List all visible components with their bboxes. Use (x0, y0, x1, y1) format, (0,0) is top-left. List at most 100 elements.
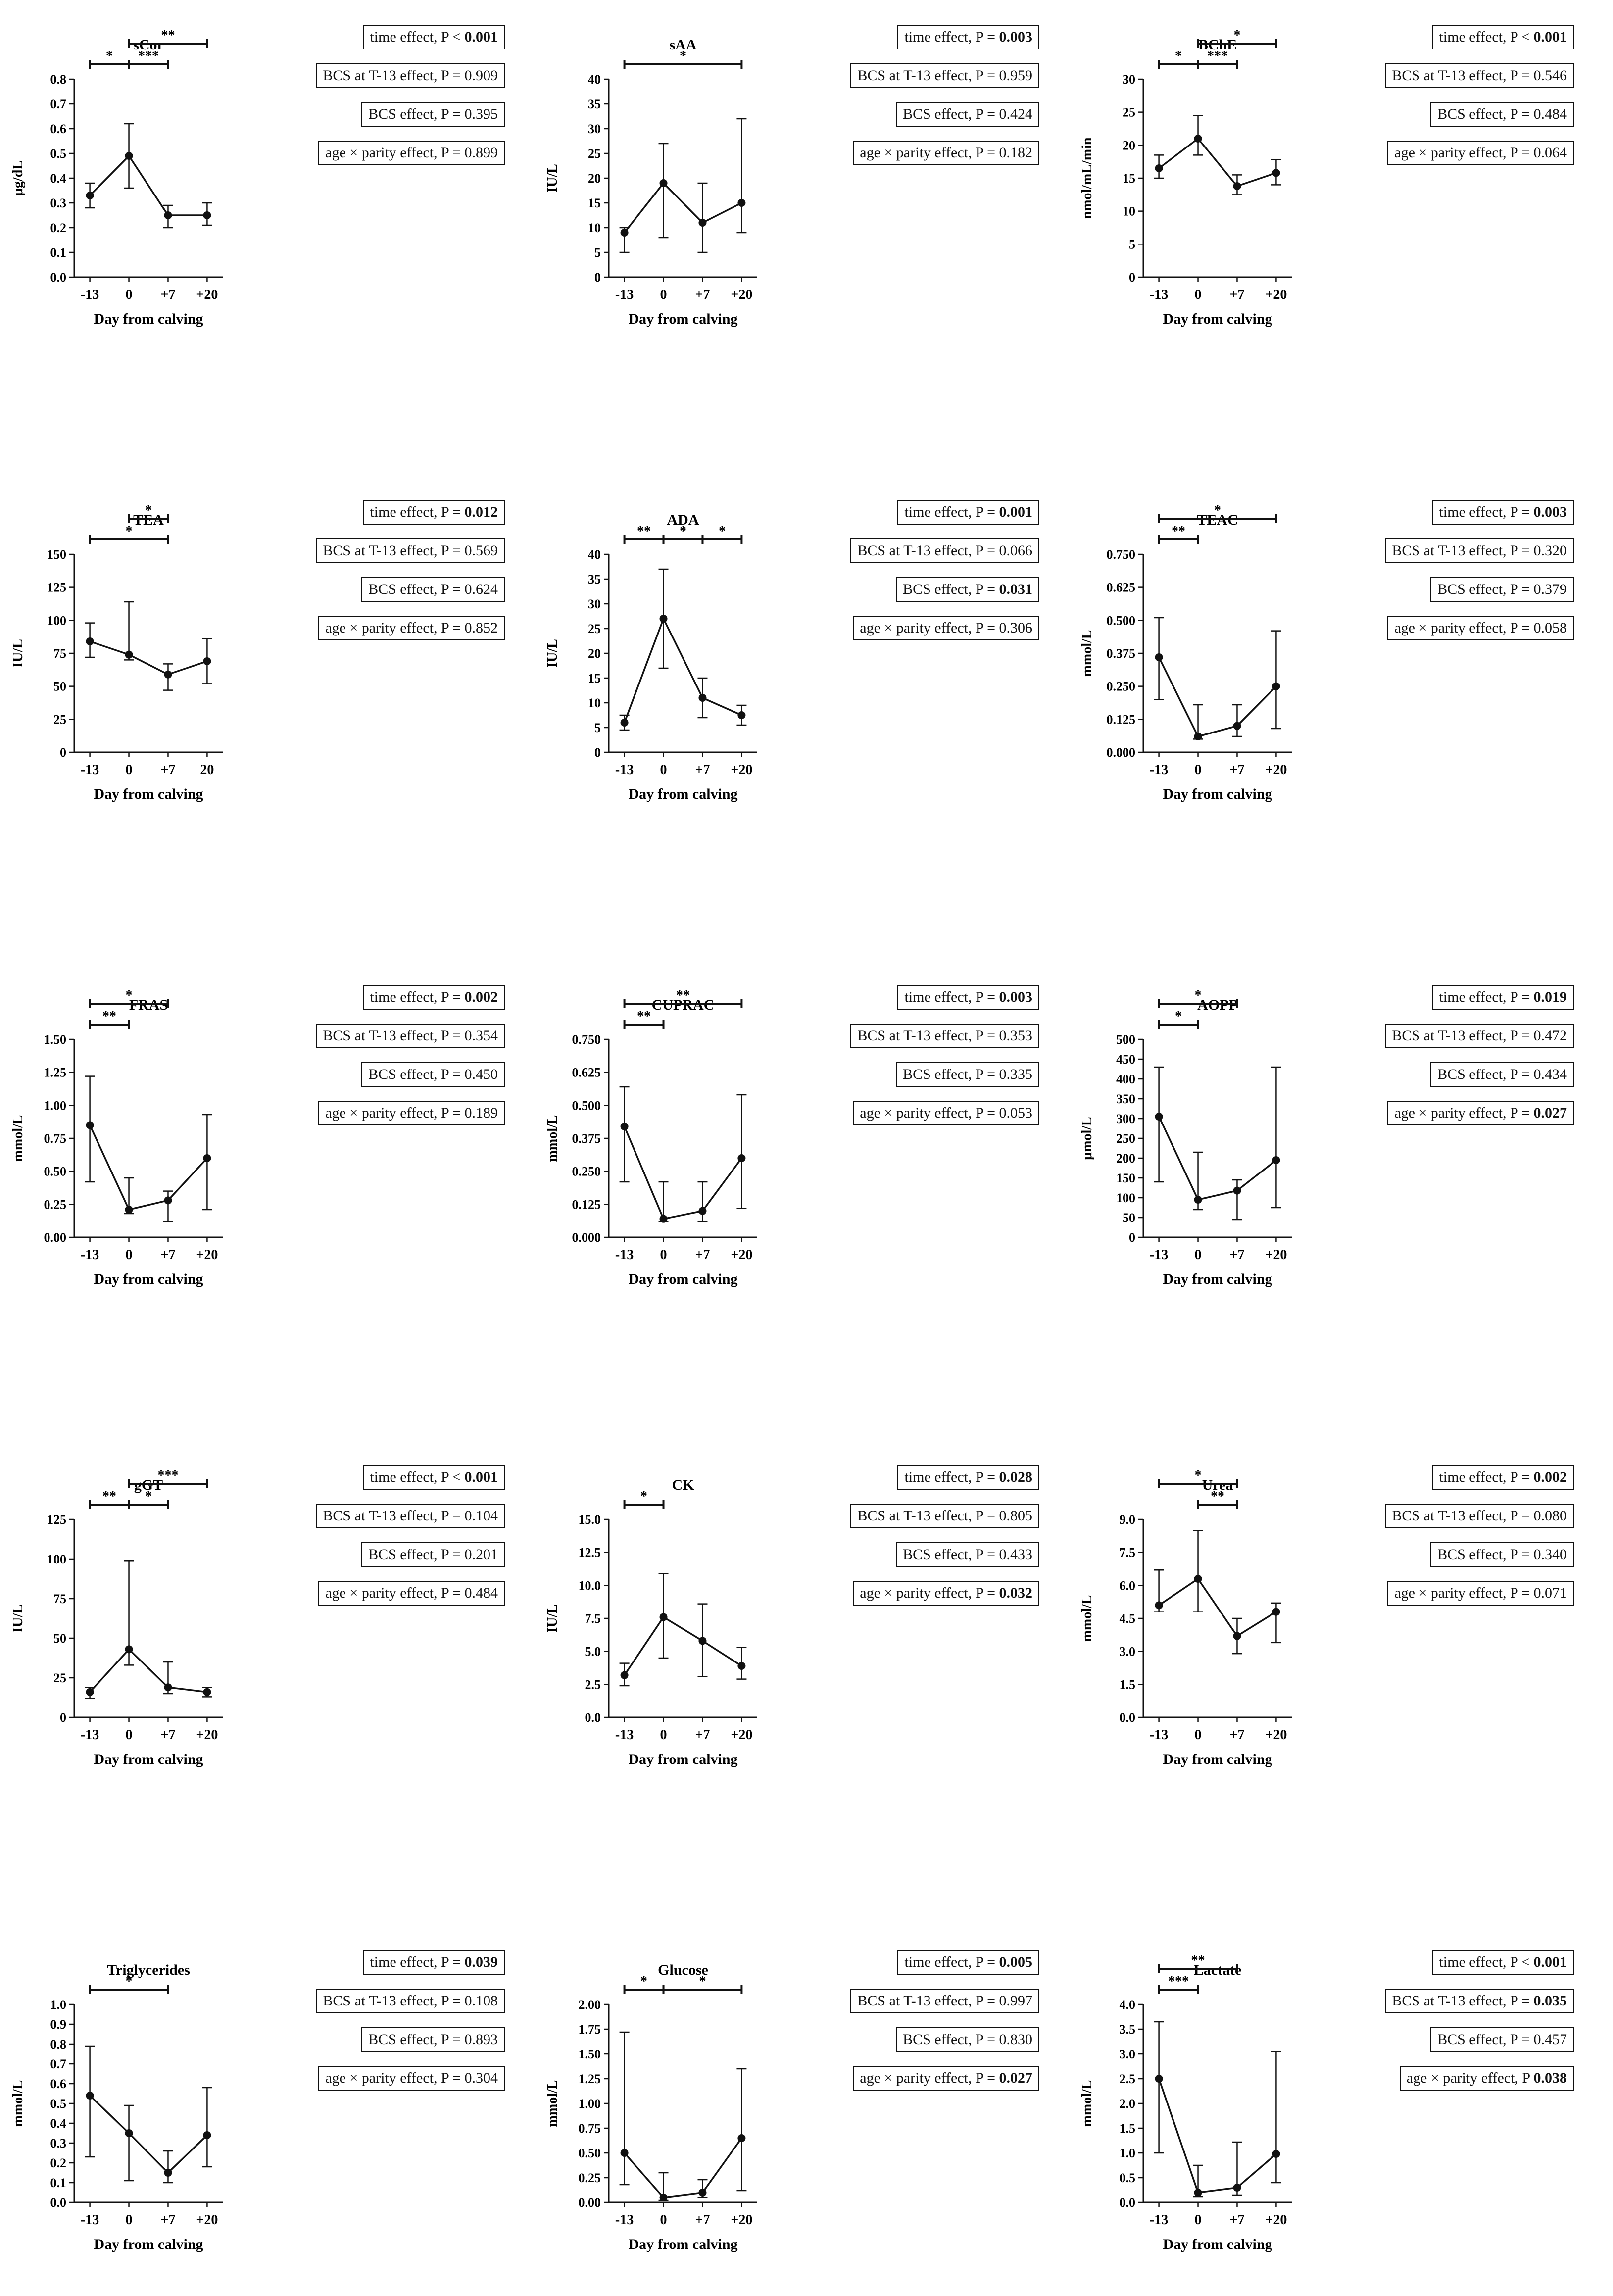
y-tick-label: 0.75 (579, 2121, 601, 2136)
y-tick-label: 125 (47, 1513, 66, 1527)
y-tick-label: 0.2 (50, 221, 67, 235)
effect-label: BCS at T-13 effect, P = (1392, 67, 1534, 84)
x-tick-label: +7 (695, 762, 710, 778)
effect-label: BCS effect, P = (1437, 1066, 1534, 1082)
x-tick-label: -13 (81, 287, 99, 302)
data-point (164, 670, 172, 679)
x-tick-label: 0 (126, 1727, 133, 1743)
y-axis-label: IU/L (545, 639, 560, 668)
y-axis-label: μmol/L (1079, 1117, 1095, 1160)
data-point (164, 1683, 172, 1692)
significance-label: *** (1168, 1974, 1189, 1989)
y-tick-label: 25 (588, 622, 601, 636)
p-value: 0.039 (464, 1954, 498, 1970)
y-tick-label: 1.5 (1120, 2121, 1136, 2136)
p-value: 0.053 (999, 1105, 1033, 1121)
y-tick-label: 150 (1116, 1171, 1135, 1185)
data-point (164, 211, 172, 219)
chart-panel-ada: ADA 0 5 10 15 20 25 30 35 40 IU/L -13 0 +7 +20 Day from… (544, 500, 1039, 841)
effect-label: age × parity effect, P = (325, 1585, 465, 1601)
data-point (620, 229, 629, 237)
y-tick-label: 30 (588, 122, 601, 136)
effect-label: time effect, P = (904, 504, 999, 520)
chart-svg: sAA 0 5 10 15 20 25 30 35 40 IU/L -13 0 +7 +20 Day from… (545, 37, 757, 327)
y-axis-label: IU/L (10, 639, 26, 668)
y-tick-label: 0 (60, 745, 66, 760)
x-tick-label: 0 (1195, 1247, 1202, 1263)
y-tick-label: 50 (1123, 1211, 1135, 1225)
effect-label: BCS at T-13 effect, P = (323, 542, 465, 559)
effect-label: time effect, P < (370, 29, 465, 45)
p-value: 0.852 (464, 620, 498, 636)
x-tick-label: +7 (1229, 1727, 1244, 1743)
significance-label: ** (1172, 524, 1185, 539)
data-point (737, 711, 746, 719)
chart-title: BChE (1198, 37, 1237, 53)
effect-label: time effect, P = (370, 504, 465, 520)
y-tick-label: 5 (594, 721, 601, 735)
y-tick-label: 0.500 (572, 1098, 601, 1113)
y-tick-label: 5.0 (585, 1645, 601, 1659)
y-tick-label: 1.5 (1120, 1677, 1136, 1692)
effect-stat-box: age × parity effect, P 0.038 (1399, 2066, 1574, 2091)
y-tick-label: 0.1 (50, 245, 67, 260)
effect-stat-box: BCS at T-13 effect, P = 0.997 (850, 1989, 1039, 2013)
data-point (125, 2129, 133, 2137)
effect-label: BCS effect, P = (903, 1546, 999, 1563)
data-point (203, 1154, 211, 1162)
data-point (1194, 2189, 1202, 2197)
y-axis-label: nmol/mL/min (1079, 137, 1095, 219)
significance-label: ** (102, 1009, 116, 1024)
p-value: 0.320 (1533, 542, 1567, 559)
data-point (1155, 2075, 1163, 2083)
y-tick-label: 2.00 (579, 1998, 601, 2012)
significance-label: ** (637, 524, 651, 539)
y-tick-label: 100 (47, 613, 66, 628)
series-line (1158, 2078, 1277, 2194)
effect-stat-box: time effect, P < 0.001 (1432, 1950, 1574, 1975)
y-tick-label: 0.250 (1107, 680, 1136, 694)
p-value: 0.001 (999, 504, 1033, 520)
significance-label: * (145, 1489, 152, 1504)
data-point (1233, 1186, 1241, 1195)
effect-stat-box: time effect, P = 0.003 (897, 25, 1039, 49)
y-axis-label: mmol/L (10, 1115, 26, 1162)
significance-label: * (640, 1489, 647, 1504)
series-line (623, 616, 742, 723)
x-tick-label: 0 (660, 287, 667, 302)
p-value: 0.997 (999, 1993, 1033, 2009)
p-value: 0.959 (999, 67, 1033, 84)
effect-stat-box: age × parity effect, P = 0.899 (318, 141, 505, 165)
data-point (1233, 182, 1241, 190)
effect-stat-box: time effect, P = 0.012 (363, 500, 505, 525)
x-axis-label: Day from calving (628, 786, 737, 802)
x-tick-label: +7 (160, 1247, 175, 1263)
p-value: 0.027 (999, 2070, 1033, 2086)
x-tick-label: +20 (731, 287, 752, 302)
x-tick-label: -13 (615, 2212, 634, 2228)
y-tick-label: 0.250 (572, 1165, 601, 1179)
x-tick-label: 0 (660, 762, 667, 778)
y-tick-label: 50 (53, 680, 66, 694)
chart-svg: Lactate 0.0 0.5 1.0 1.5 2.0 2.5 3.0 3.5 4.0 mmol/L… (1079, 1953, 1292, 2252)
y-tick-label: 3.0 (1120, 2047, 1136, 2061)
chart-svg: FRAS 0.00 0.25 0.50 0.75 1.00 1.25 1.50 mmol/L -1… (10, 988, 223, 1287)
chart-title: TEA (133, 512, 164, 528)
data-point (1194, 135, 1202, 143)
y-tick-label: 1.0 (1120, 2146, 1136, 2160)
data-point (620, 1123, 629, 1130)
p-value: 0.002 (464, 989, 498, 1005)
y-tick-label: 1.00 (579, 2097, 601, 2111)
data-point (203, 657, 211, 665)
effect-stat-box: age × parity effect, P = 0.304 (318, 2066, 505, 2091)
data-point (86, 637, 94, 645)
y-tick-label: 0.00 (579, 2196, 601, 2210)
effect-stat-box: BCS at T-13 effect, P = 0.353 (850, 1024, 1039, 1048)
effect-stat-box: time effect, P = 0.001 (897, 500, 1039, 525)
x-tick-label: 0 (660, 1247, 667, 1263)
effect-stat-box: BCS effect, P = 0.624 (361, 577, 505, 602)
p-value: 0.830 (999, 2031, 1033, 2048)
chart-title: sAA (669, 37, 696, 53)
y-tick-label: 0.625 (1107, 581, 1136, 595)
effect-stat-box: BCS effect, P = 0.433 (896, 1542, 1039, 1567)
